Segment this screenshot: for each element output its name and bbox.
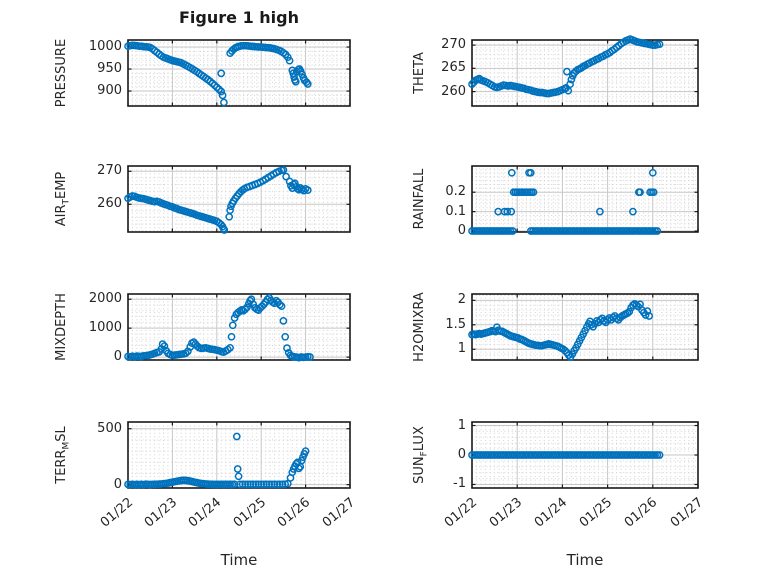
y-axis-label-terr_msl: TERRMSL [54,426,72,484]
y-tick-label: 1000 [88,39,122,55]
plot-area-terr_msl [124,421,351,489]
y-tick-label: 0.1 [445,203,466,219]
y-tick-label: 265 [441,60,466,76]
plot-area-mixdepth [124,293,351,362]
plot-area-pressure [124,39,351,107]
data-points [468,451,664,459]
axes-border [471,39,699,107]
y-tick-label: 0 [457,223,466,239]
axis-ticks [471,166,699,232]
grid-major [128,294,350,360]
grid-minor [472,39,698,107]
data-points [124,432,310,489]
x-axis-title-right: Time [566,551,604,569]
x-tick-label: 01/27 [319,495,358,531]
x-tick-label: 01/22 [441,495,480,531]
y-tick-label: 270 [97,163,122,179]
grid-minor [472,166,698,232]
y-tick-label: 270 [441,37,466,53]
axis-ticks [471,294,699,360]
x-axis-title-left: Time [220,551,258,569]
y-tick-label: 500 [97,420,122,436]
axis-ticks [127,40,351,106]
axis-ticks [127,166,351,232]
y-tick-label: 0 [457,447,466,462]
axes-border [127,39,351,107]
y-tick-label: 0 [113,349,122,365]
y-tick-label: 1 [457,417,466,433]
y-tick-label: 0.2 [445,184,466,200]
plot-area-rainfall [468,165,699,235]
x-tick-label: 01/25 [230,495,269,531]
plot-area-h2omixra [468,293,699,361]
x-tick-label: 01/27 [667,495,706,531]
plot-area-sun_flux [468,421,699,489]
x-tick-label: 01/26 [274,495,314,531]
figure-title: Figure 1 high [179,8,299,27]
grid-minor [128,166,350,232]
y-axis-label-sun_flux: SUNFLUX [412,426,430,484]
x-tick-label: 01/24 [531,495,571,531]
x-tick-label: 01/23 [141,495,181,531]
axes-border [471,293,699,361]
plot-area-theta [468,35,699,107]
data-points [124,166,312,234]
x-tick-label: 01/26 [622,495,661,531]
y-tick-label: 1000 [88,320,122,336]
axes-border [127,293,351,361]
data-points [468,299,654,361]
y-tick-label: 0 [113,476,122,492]
data-points [124,41,312,107]
y-tick-label: 900 [97,83,122,99]
y-tick-label: 260 [97,196,122,212]
axis-ticks [471,422,699,488]
grid-minor [128,422,350,488]
y-tick-label: 1.5 [445,316,466,332]
y-tick-label: -1 [453,476,466,492]
data-points [468,35,664,98]
x-tick-label: 01/24 [186,495,225,531]
y-tick-label: 260 [441,83,466,99]
x-tick-label: 01/25 [576,495,616,531]
data-points [124,293,314,362]
y-tick-label: 1 [457,341,466,357]
plot-area-air_temp [124,165,351,234]
y-tick-label: 2000 [88,291,122,307]
data-points [468,168,662,235]
y-tick-label: 2 [457,292,466,308]
y-tick-label: 950 [97,61,122,77]
x-tick-label: 01/23 [486,495,525,531]
x-tick-label: 01/22 [97,495,136,531]
grid-major [472,422,698,488]
